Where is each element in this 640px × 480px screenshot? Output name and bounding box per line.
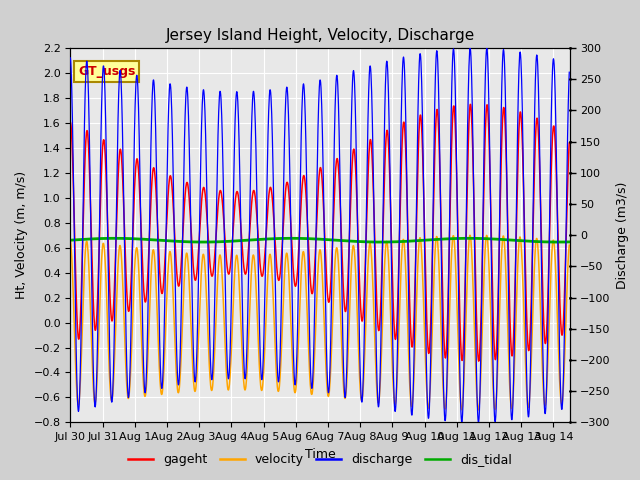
Title: Jersey Island Height, Velocity, Discharge: Jersey Island Height, Velocity, Discharg…: [165, 28, 475, 43]
X-axis label: Time: Time: [305, 448, 335, 461]
Legend: gageht, velocity, discharge, dis_tidal: gageht, velocity, discharge, dis_tidal: [123, 448, 517, 471]
Text: GT_usgs: GT_usgs: [78, 65, 135, 78]
Y-axis label: Ht, Velocity (m, m/s): Ht, Velocity (m, m/s): [15, 171, 28, 299]
Y-axis label: Discharge (m3/s): Discharge (m3/s): [616, 181, 629, 289]
